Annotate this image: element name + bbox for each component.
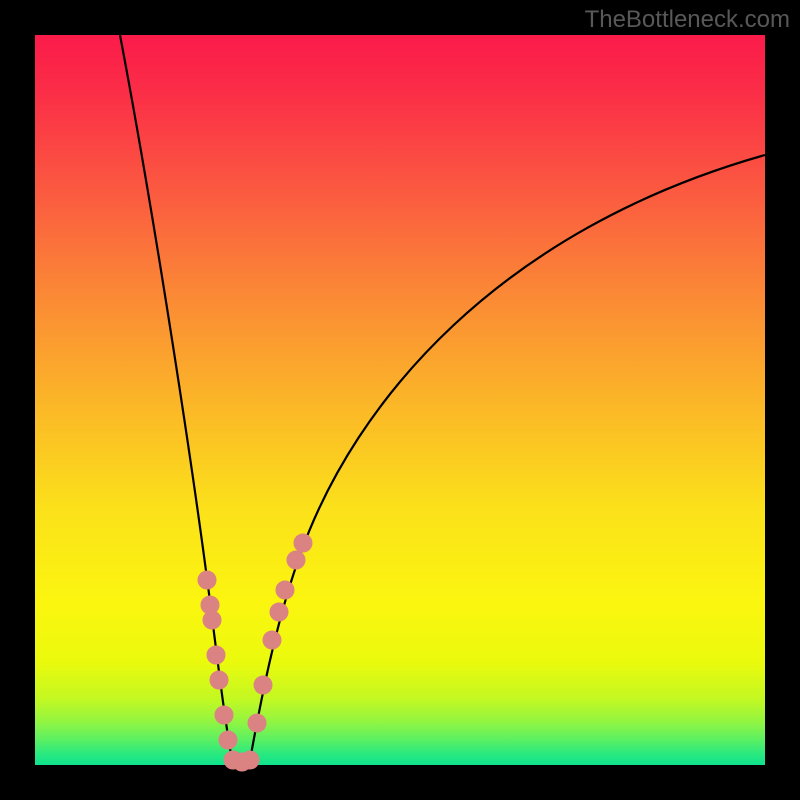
watermark-text: TheBottleneck.com [585,6,790,34]
chart-svg [0,0,800,800]
marker-right [254,676,272,694]
marker-right [248,714,266,732]
bottleneck-chart: TheBottleneck.com [0,0,800,800]
marker-right [287,551,305,569]
marker-right [270,603,288,621]
marker-left [215,706,233,724]
marker-bottom [241,751,259,769]
marker-left [203,611,221,629]
marker-right [263,631,281,649]
marker-left [219,731,237,749]
marker-left [198,571,216,589]
marker-right [276,581,294,599]
marker-right [294,534,312,552]
marker-left [210,671,228,689]
marker-left [207,646,225,664]
plot-background [35,35,765,765]
